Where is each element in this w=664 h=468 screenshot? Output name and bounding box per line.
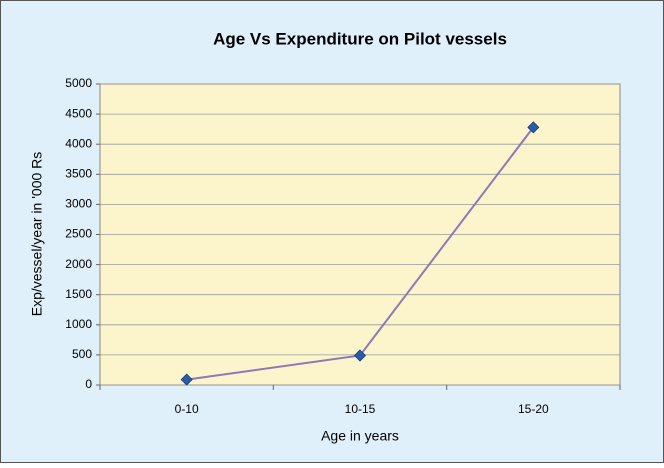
- marker: [527, 121, 540, 134]
- y-tick-label: 1500: [65, 287, 92, 301]
- marker: [180, 373, 193, 386]
- x-axis-label: Age in years: [321, 428, 399, 444]
- x-tick-label: 15-20: [518, 402, 549, 416]
- y-tick-label: 2000: [65, 257, 92, 271]
- y-tick-label: 4000: [65, 136, 92, 150]
- y-tick-label: 0: [85, 377, 92, 391]
- marker: [353, 349, 367, 362]
- y-tick-label: 2500: [65, 227, 92, 241]
- y-tick-label: 5000: [65, 76, 92, 90]
- x-tick-label: 10-15: [345, 402, 376, 416]
- y-tick-label: 500: [72, 347, 92, 361]
- y-tick-label: 1000: [65, 317, 92, 331]
- chart-title: Age Vs Expenditure on Pilot vessels: [213, 29, 507, 48]
- y-tick-label: 3500: [65, 166, 92, 180]
- y-tick-label: 3000: [65, 197, 92, 211]
- y-tick-label: 4500: [65, 106, 92, 120]
- y-axis-label: Exp/vessel/year in '000 Rs: [29, 152, 45, 317]
- x-tick-label: 0-10: [175, 402, 199, 416]
